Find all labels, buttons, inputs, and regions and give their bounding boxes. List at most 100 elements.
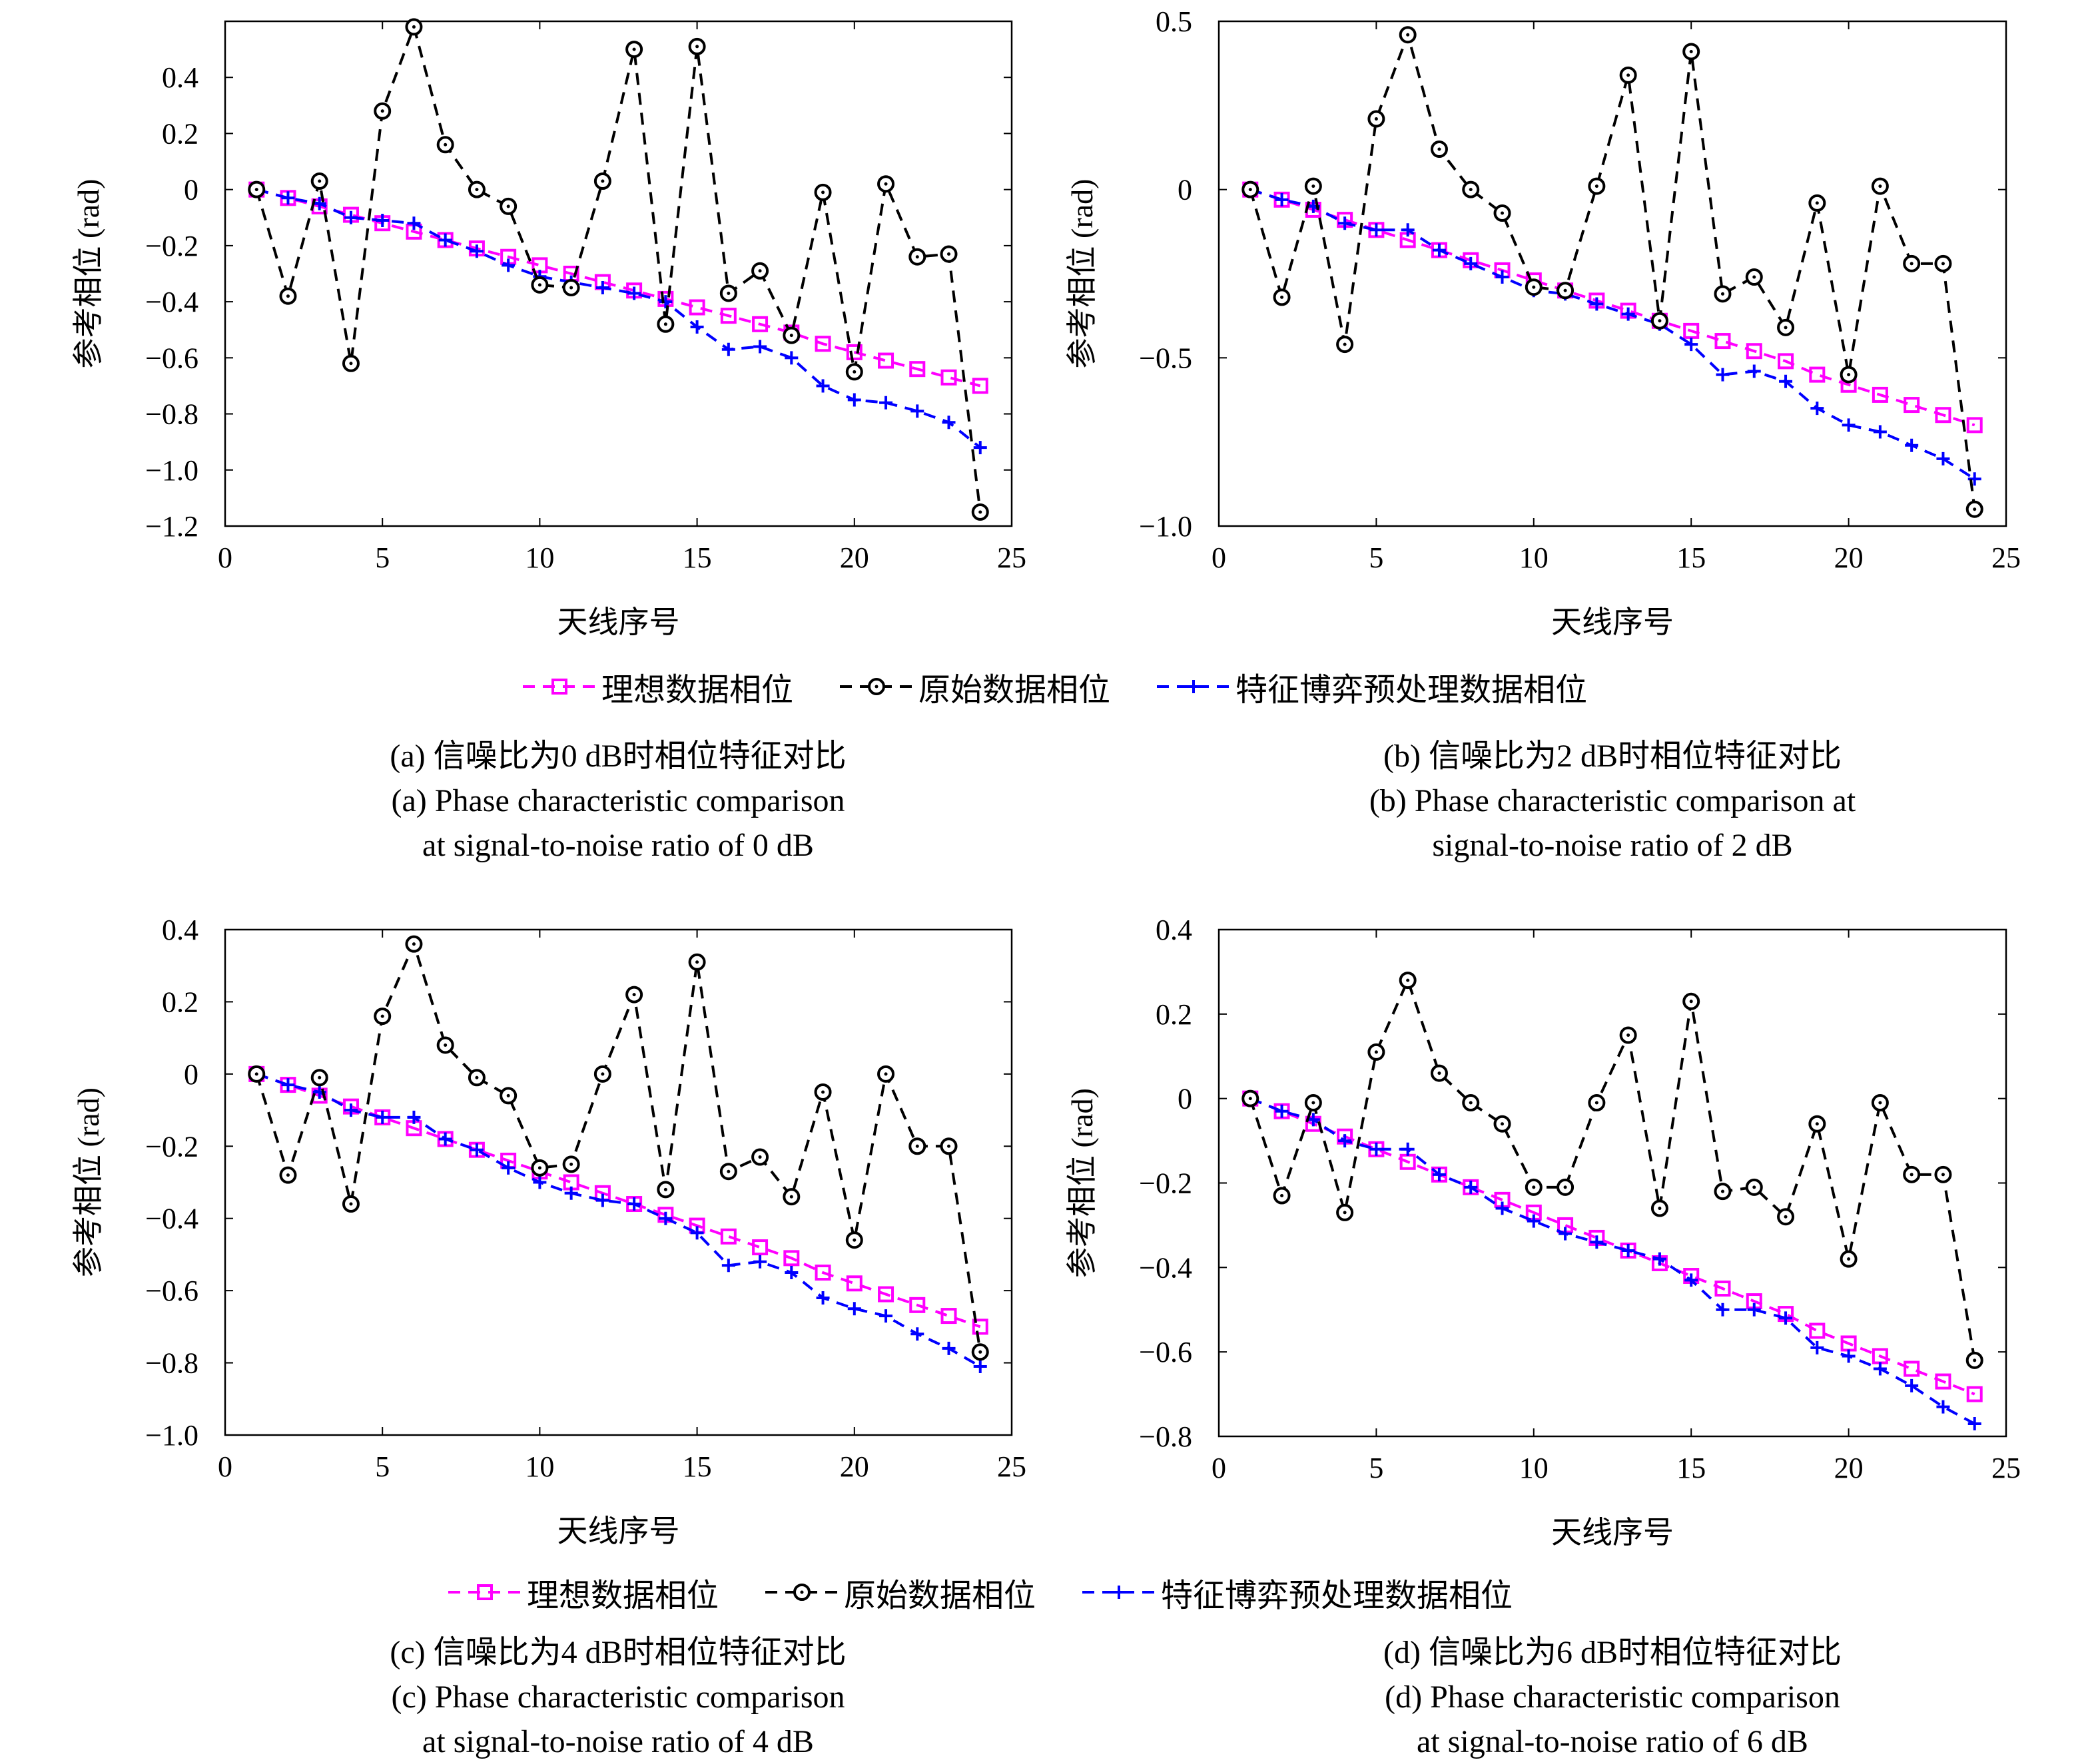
data-point-plus xyxy=(847,1302,861,1316)
data-point-center xyxy=(789,334,793,338)
y-tick-label: −0.2 xyxy=(145,230,198,262)
y-tick-label: −1.0 xyxy=(145,454,198,487)
data-point-center xyxy=(695,45,699,49)
caption-en: (a) Phase characteristic comparison xyxy=(391,783,845,818)
data-point-center xyxy=(537,283,541,287)
caption-en: at signal-to-noise ratio of 4 dB xyxy=(422,1724,814,1759)
data-point-center xyxy=(1626,73,1630,77)
data-point-center xyxy=(1406,978,1410,982)
data-point-square xyxy=(1778,353,1794,370)
caption-c: (c) 信噪比为4 dB时相位特征对比 (c) Phase characteris… xyxy=(185,1630,1051,1764)
data-point-square xyxy=(846,344,863,360)
y-tick-label: 0 xyxy=(184,174,198,206)
y-tick-label: −0.6 xyxy=(1139,1336,1192,1368)
data-point-square xyxy=(940,369,957,386)
data-point-plus xyxy=(1684,338,1698,352)
legend-item-ideal: 理想数据相位 xyxy=(448,1569,719,1616)
data-point-center xyxy=(1910,1173,1914,1177)
data-point-center xyxy=(663,1187,667,1191)
data-point-plus xyxy=(1559,1227,1573,1241)
data-point-center xyxy=(1878,184,1882,188)
data-point-center xyxy=(412,25,416,29)
data-point-center xyxy=(1626,1033,1630,1037)
data-point-center xyxy=(884,182,888,186)
data-point-center xyxy=(1280,1194,1284,1198)
data-point-center xyxy=(978,510,982,514)
chart-panel-c: 0 5 10 15 20 25 −1.0 −0.8 −0.6 −0.4 −0.2 0 0.2 0.4 天线序… xyxy=(71,914,1026,1548)
y-tick-label: −0.8 xyxy=(1139,1420,1192,1453)
y-tick-label: −0.4 xyxy=(145,286,198,318)
data-point-plus xyxy=(1779,1311,1793,1325)
data-point-square xyxy=(1714,1281,1731,1297)
legend-label: 理想数据相位 xyxy=(601,673,794,708)
data-point-plus xyxy=(1275,1104,1289,1118)
chart-panel-d: 0 5 10 15 20 25 −0.8 −0.6 −0.4 −0.2 0 0.2 0.4 天线序号 参考相… xyxy=(1065,914,2021,1550)
data-point-plus xyxy=(942,416,956,430)
x-tick-label: 5 xyxy=(1369,541,1383,574)
data-point-center xyxy=(853,370,857,374)
plot-frame xyxy=(224,928,1013,1436)
legend-item-processed: 特征博弈预处理数据相位 xyxy=(1082,1569,1513,1616)
x-tick-label: 15 xyxy=(683,541,712,574)
data-point-square xyxy=(909,1297,926,1313)
data-point-center xyxy=(380,109,384,113)
series-processed xyxy=(1243,1091,1981,1430)
y-tick-label: −0.4 xyxy=(145,1203,198,1235)
data-point-square xyxy=(720,1228,737,1245)
legend-label: 原始数据相位 xyxy=(918,673,1111,708)
y-tick-label: 0 xyxy=(184,1058,198,1091)
legend-top: 理想数据相位 原始数据相位 特征博弈预处理数据相位 xyxy=(523,663,1587,710)
data-point-plus xyxy=(1369,223,1383,237)
x-axis-label: 天线序号 xyxy=(557,605,680,639)
data-point-plus xyxy=(312,196,326,210)
plot-frame xyxy=(1218,20,2007,527)
legend-label: 原始数据相位 xyxy=(844,1578,1036,1614)
legend-item-ideal: 理想数据相位 xyxy=(523,663,793,710)
y-tick-label: −1.0 xyxy=(145,1419,198,1452)
legend-label: 理想数据相位 xyxy=(527,1578,719,1614)
data-point-center xyxy=(1973,1358,1977,1362)
y-axis-label: 参考相位 (rad) xyxy=(1065,1088,1099,1278)
data-point-plus xyxy=(1338,216,1352,230)
data-point-plus xyxy=(1652,1252,1666,1266)
legend-item-raw: 原始数据相位 xyxy=(840,663,1110,710)
data-point-plus xyxy=(1810,1340,1824,1354)
data-point-plus xyxy=(1401,1142,1415,1156)
legend-plus-marker-icon xyxy=(1157,680,1231,693)
data-point-center xyxy=(1563,288,1567,292)
data-point-plus xyxy=(942,1341,956,1355)
legend-circle-marker-icon xyxy=(840,678,914,695)
chart-panel-a: 0 5 10 15 20 25 −1.2 −1.0 −0.8 −0.6 −0.4 −0.2 0 0.2 0.… xyxy=(71,18,1026,639)
series-line xyxy=(256,188,982,449)
data-point-plus xyxy=(1401,223,1415,237)
caption-d: (d) 信噪比为6 dB时相位特征对比 (d) Phase characteris… xyxy=(1180,1630,2045,1764)
data-point-center xyxy=(1343,342,1347,346)
data-point-plus xyxy=(1432,243,1446,257)
data-point-square xyxy=(720,308,737,324)
series-ideal xyxy=(248,181,988,394)
data-point-center xyxy=(1910,262,1914,266)
data-point-plus xyxy=(1495,1201,1509,1215)
data-point-plus xyxy=(1873,425,1887,439)
data-point-plus xyxy=(753,340,767,354)
legend-circle-marker-icon xyxy=(765,1584,839,1601)
y-tick-label: 0 xyxy=(1178,174,1192,206)
data-point-plus xyxy=(1369,1142,1383,1156)
data-point-plus xyxy=(910,404,924,418)
data-point-plus xyxy=(1873,1362,1887,1376)
data-point-center xyxy=(1941,262,1945,266)
caption-cn: (d) 信噪比为6 dB时相位特征对比 xyxy=(1383,1635,1842,1670)
data-point-plus xyxy=(785,1266,799,1280)
y-tick-label: 0.2 xyxy=(162,986,198,1018)
y-tick-label: −0.8 xyxy=(145,398,198,431)
x-axis-label: 天线序号 xyxy=(557,1514,680,1548)
data-point-center xyxy=(254,1072,258,1076)
data-point-center xyxy=(978,1350,982,1354)
data-point-plus xyxy=(1842,418,1856,432)
x-tick-label: 10 xyxy=(525,1450,554,1483)
data-point-plus xyxy=(973,1359,987,1373)
data-point-plus xyxy=(816,1291,830,1305)
data-point-center xyxy=(947,252,951,256)
data-point-center xyxy=(884,1072,888,1076)
series-line xyxy=(255,940,982,1352)
